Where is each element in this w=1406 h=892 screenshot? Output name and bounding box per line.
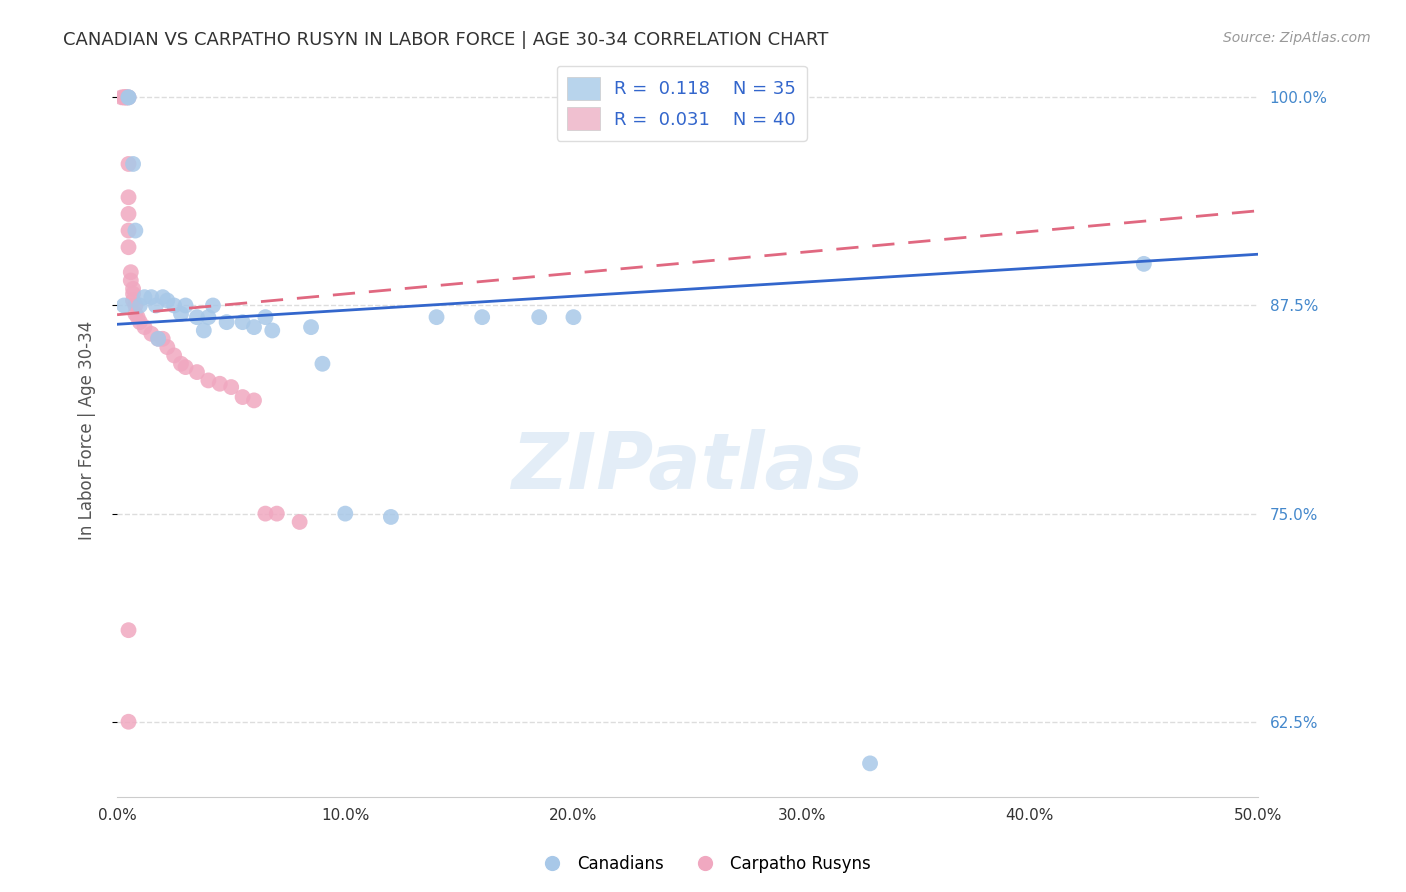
Point <box>243 393 266 408</box>
Point <box>425 310 447 325</box>
Point <box>117 714 139 729</box>
Point <box>120 265 142 279</box>
Point <box>152 332 174 346</box>
Point <box>197 310 219 325</box>
Point <box>201 298 224 312</box>
Point <box>471 310 494 325</box>
Point <box>174 298 197 312</box>
Point <box>117 223 139 237</box>
Point <box>232 390 254 404</box>
Legend: Canadians, Carpatho Rusyns: Canadians, Carpatho Rusyns <box>529 848 877 880</box>
Point <box>122 157 145 171</box>
Point <box>117 207 139 221</box>
Point <box>254 310 277 325</box>
Point <box>117 190 139 204</box>
Point <box>529 310 551 325</box>
Point <box>170 307 193 321</box>
Point <box>112 90 135 104</box>
Legend: R =  0.118    N = 35, R =  0.031    N = 40: R = 0.118 N = 35, R = 0.031 N = 40 <box>557 66 807 141</box>
Point <box>134 320 156 334</box>
Point <box>1133 257 1156 271</box>
Point <box>254 507 277 521</box>
Point <box>129 315 152 329</box>
Point <box>156 340 179 354</box>
Point <box>115 90 138 104</box>
Point <box>129 298 152 312</box>
Point <box>120 273 142 287</box>
Point <box>112 298 135 312</box>
Point <box>262 323 284 337</box>
Point <box>219 380 242 394</box>
Point <box>266 507 288 521</box>
Point <box>141 326 163 341</box>
Point <box>163 298 186 312</box>
Text: Source: ZipAtlas.com: Source: ZipAtlas.com <box>1223 31 1371 45</box>
Point <box>124 298 146 312</box>
Point <box>152 290 174 304</box>
Point <box>562 310 585 325</box>
Point <box>197 373 219 387</box>
Point <box>585 90 607 104</box>
Point <box>232 315 254 329</box>
Point <box>117 90 139 104</box>
Text: CANADIAN VS CARPATHO RUSYN IN LABOR FORCE | AGE 30-34 CORRELATION CHART: CANADIAN VS CARPATHO RUSYN IN LABOR FORC… <box>63 31 828 49</box>
Point <box>117 240 139 254</box>
Point <box>193 323 215 337</box>
Point <box>335 507 357 521</box>
Point <box>163 348 186 362</box>
Y-axis label: In Labor Force | Age 30-34: In Labor Force | Age 30-34 <box>79 321 96 540</box>
Point <box>127 310 149 325</box>
Point <box>208 376 231 391</box>
Point <box>380 510 402 524</box>
Point <box>145 298 167 312</box>
Point <box>311 357 333 371</box>
Point <box>146 332 169 346</box>
Point <box>288 515 311 529</box>
Point <box>174 360 197 375</box>
Point <box>170 357 193 371</box>
Point <box>299 320 322 334</box>
Point <box>111 90 134 104</box>
Point <box>122 293 145 308</box>
Point <box>859 756 882 771</box>
Point <box>141 290 163 304</box>
Point <box>186 310 208 325</box>
Point <box>115 90 138 104</box>
Point <box>117 157 139 171</box>
Point <box>156 293 179 308</box>
Point <box>117 623 139 637</box>
Point <box>122 286 145 301</box>
Point <box>146 332 169 346</box>
Point <box>134 290 156 304</box>
Point <box>122 282 145 296</box>
Point <box>117 90 139 104</box>
Point <box>117 90 139 104</box>
Text: ZIPatlas: ZIPatlas <box>512 429 863 505</box>
Point <box>115 90 138 104</box>
Point <box>124 307 146 321</box>
Point <box>124 223 146 237</box>
Point <box>215 315 238 329</box>
Point <box>112 90 135 104</box>
Point <box>186 365 208 379</box>
Point <box>243 320 266 334</box>
